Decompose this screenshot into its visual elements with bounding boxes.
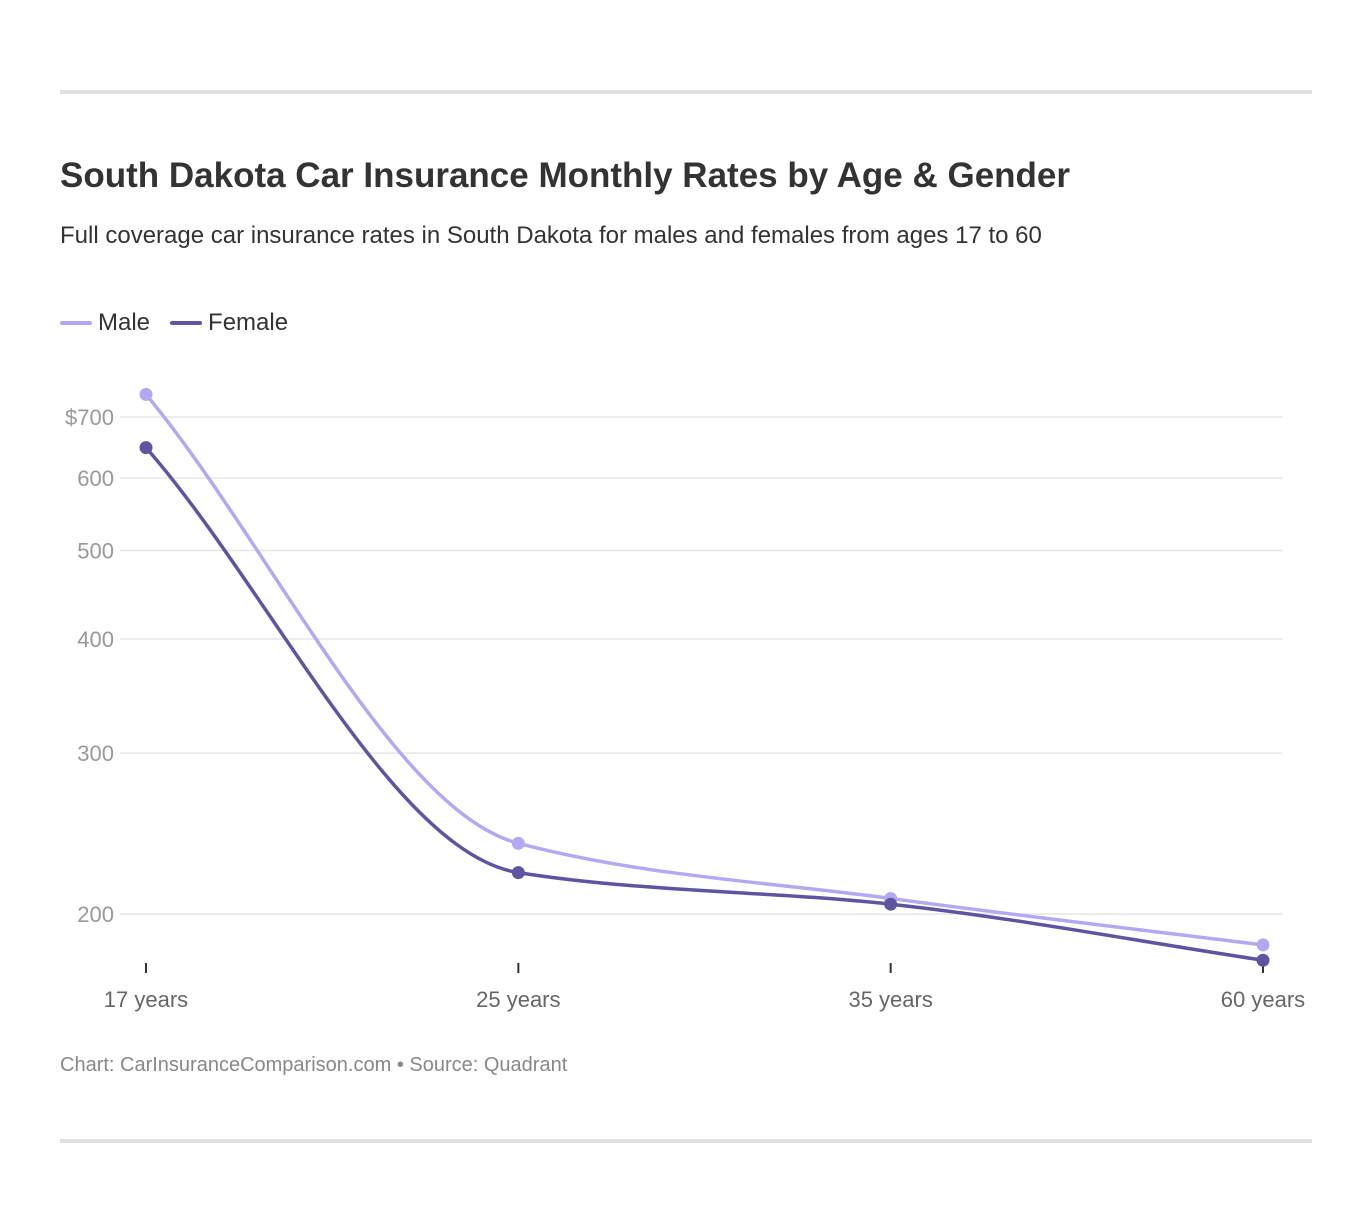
y-tick-label: 400 bbox=[77, 627, 114, 652]
chart-subtitle: Full coverage car insurance rates in Sou… bbox=[60, 222, 1042, 249]
y-tick-label: 500 bbox=[77, 538, 114, 563]
legend-item-female[interactable]: Female bbox=[170, 309, 288, 337]
data-point-male bbox=[1256, 938, 1270, 952]
x-tick-label: 60 years bbox=[1221, 987, 1305, 1012]
y-tick-label: 300 bbox=[77, 741, 114, 766]
y-tick-label: $700 bbox=[65, 405, 114, 430]
legend-item-male[interactable]: Male bbox=[60, 309, 150, 337]
bottom-divider bbox=[60, 1139, 1312, 1143]
chart-source: Source: Quadrant bbox=[409, 1054, 568, 1076]
line-chart: 200 300 400 500 600 $700 17 years 25 years 35 ye… bbox=[65, 387, 1305, 1012]
x-tick-label: 17 years bbox=[104, 987, 188, 1012]
legend-swatch-female bbox=[170, 321, 203, 325]
legend-swatch-male bbox=[60, 321, 92, 325]
x-tick-label: 25 years bbox=[476, 987, 560, 1012]
legend-label-female: Female bbox=[208, 309, 289, 336]
legend-label-male: Male bbox=[98, 309, 151, 336]
y-tick-label: 200 bbox=[77, 902, 114, 927]
footer-separator: • bbox=[396, 1054, 404, 1076]
x-tick-label: 35 years bbox=[848, 987, 932, 1012]
chart-title: South Dakota Car Insurance Monthly Rates… bbox=[60, 156, 1071, 195]
data-point-female bbox=[139, 441, 153, 455]
chart-credit: Chart: CarInsuranceComparison.com bbox=[60, 1054, 392, 1076]
data-point-female bbox=[511, 866, 525, 880]
legend: Male Female bbox=[60, 309, 308, 337]
data-point-female bbox=[1256, 953, 1270, 967]
data-point-male bbox=[511, 836, 525, 850]
y-tick-label: 600 bbox=[77, 466, 114, 491]
series-line-female bbox=[144, 445, 1265, 962]
top-divider bbox=[60, 90, 1312, 94]
data-point-male bbox=[139, 387, 153, 401]
chart-footer: Chart: CarInsuranceComparison.com • Sour… bbox=[60, 1054, 567, 1077]
series-line-male bbox=[144, 392, 1265, 947]
data-point-female bbox=[884, 897, 898, 911]
